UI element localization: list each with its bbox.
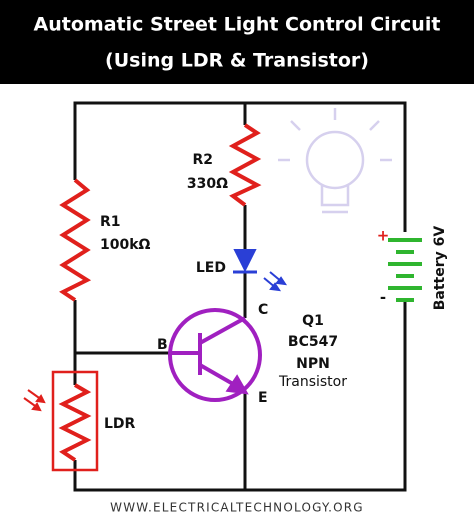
r1-symbol	[59, 178, 92, 302]
transistor-kind: NPN	[296, 356, 330, 372]
battery-symbol	[388, 238, 422, 302]
transistor-symbol	[168, 308, 262, 402]
r1-value: 100kΩ	[100, 237, 151, 253]
title: Automatic Street Light Control Circuit	[34, 14, 441, 36]
r2-value: 330Ω	[187, 176, 228, 192]
transistor-name: Q1	[302, 313, 324, 329]
wires	[73, 101, 407, 492]
led-name: LED	[196, 260, 226, 276]
ldr-symbol	[23, 370, 99, 472]
led-symbol	[233, 249, 288, 292]
emitter-label: E	[258, 390, 268, 406]
battery-plus: +	[377, 227, 390, 245]
bulb-icon	[278, 108, 392, 214]
footer-url: WWW.ELECTRICALTECHNOLOGY.ORG	[110, 501, 364, 515]
base-label: B	[157, 337, 168, 353]
r2-symbol	[228, 123, 262, 207]
r2-name: R2	[192, 152, 213, 168]
collector-label: C	[258, 302, 268, 318]
r1-name: R1	[100, 214, 121, 230]
subtitle: (Using LDR & Transistor)	[105, 50, 369, 72]
transistor-type: Transistor	[278, 374, 347, 390]
battery-name: Battery 6V	[432, 226, 448, 311]
transistor-model: BC547	[288, 334, 338, 350]
ldr-name: LDR	[104, 416, 136, 432]
battery-minus: -	[380, 289, 386, 307]
header-bar	[0, 0, 474, 84]
